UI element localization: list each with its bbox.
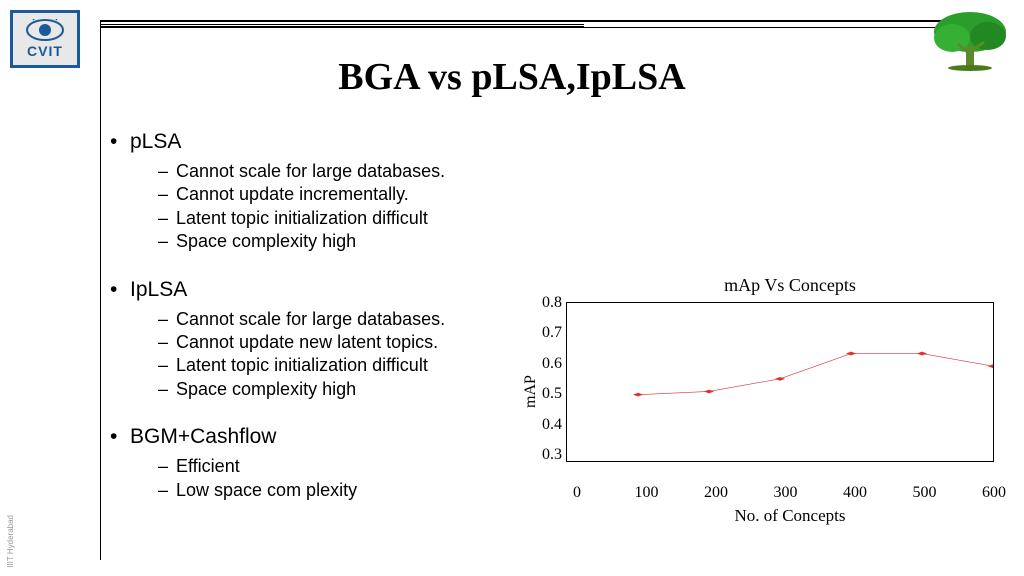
section-head: IpLSA [110,278,530,302]
chart-plot-area [566,302,994,462]
chart-ylabel: mAP [520,302,542,482]
section-head: pLSA [110,130,530,154]
map-vs-concepts-chart: mAp Vs Concepts mAP 0.8 0.7 0.6 0.5 0.4 … [520,275,1010,535]
list-item: Cannot update incrementally. [158,183,530,206]
list-item: Latent topic initialization difficult [158,354,530,377]
section-iplsa: IpLSA Cannot scale for large databases. … [110,278,530,402]
chart-yticks: 0.8 0.7 0.6 0.5 0.4 0.3 [542,294,566,464]
list-item: Space complexity high [158,230,530,253]
content-list: pLSA Cannot scale for large databases. C… [110,130,530,526]
section-head: BGM+Cashflow [110,425,530,449]
header-rule [100,20,954,28]
list-item: Cannot update new latent topics. [158,331,530,354]
chart-title: mAp Vs Concepts [520,275,1010,296]
section-bgm: BGM+Cashflow Efficient Low space com ple… [110,425,530,502]
chart-line [567,303,993,461]
list-item: Cannot scale for large databases. [158,160,530,183]
list-item: Cannot scale for large databases. [158,308,530,331]
chart-xlabel: No. of Concepts [520,506,1010,526]
list-item: Efficient [158,455,530,478]
section-plsa: pLSA Cannot scale for large databases. C… [110,130,530,254]
vertical-rule [100,20,101,560]
slide-title: BGA vs pLSA,IpLSA [0,55,1024,99]
eye-icon [26,19,64,41]
list-item: Latent topic initialization difficult [158,207,530,230]
chart-xticks: 0 100 200 300 400 500 600 [570,484,994,502]
list-item: Low space com plexity [158,479,530,502]
list-item: Space complexity high [158,378,530,401]
footer-attribution: IIIT Hyderabad [6,515,15,568]
